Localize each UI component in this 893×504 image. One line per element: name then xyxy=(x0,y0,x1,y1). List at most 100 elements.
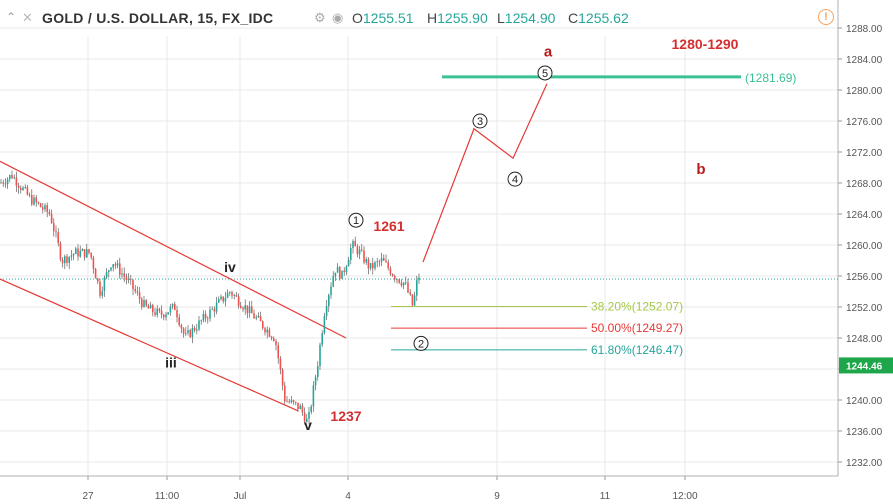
candle-body xyxy=(28,194,31,196)
candle-body xyxy=(48,211,51,215)
compare-icon[interactable]: ✕ xyxy=(22,10,33,25)
candle-body xyxy=(286,401,288,403)
candle-body xyxy=(266,329,268,333)
candle-body xyxy=(134,289,136,292)
candle-body xyxy=(343,270,345,273)
candle-body xyxy=(251,306,253,314)
candle-body xyxy=(350,248,352,260)
candle-body xyxy=(209,309,211,319)
y-tick-label: 1260.00 xyxy=(846,241,883,252)
candle-body xyxy=(97,278,99,282)
candle-body xyxy=(233,295,235,296)
wave-circle-1 xyxy=(348,212,364,228)
candle-body xyxy=(138,292,141,300)
candle-body xyxy=(391,274,394,276)
candle-body xyxy=(103,277,106,292)
candle-body xyxy=(345,266,348,273)
candle-body xyxy=(121,273,123,275)
candle-body xyxy=(341,270,343,279)
candle-body xyxy=(143,300,145,307)
candle-body xyxy=(224,297,227,302)
candle-body xyxy=(222,296,224,302)
candle-body xyxy=(380,258,383,262)
candle-body xyxy=(323,316,326,334)
candle-body xyxy=(200,320,202,322)
candle-body xyxy=(416,280,418,296)
settings-icon[interactable]: ⚙ xyxy=(314,10,326,25)
candle-body xyxy=(257,315,260,318)
y-tick-label: 1236.00 xyxy=(846,427,883,438)
candle-body xyxy=(152,304,154,313)
candle-body xyxy=(145,300,147,306)
candle-body xyxy=(339,267,341,279)
candle-body xyxy=(42,207,44,210)
candle-body xyxy=(202,313,205,321)
candle-body xyxy=(2,182,4,184)
candle-body xyxy=(13,177,15,179)
candle-body xyxy=(347,259,350,267)
candle-body xyxy=(116,263,119,266)
candle-body xyxy=(11,174,13,179)
candle-body xyxy=(37,202,40,204)
wave-major-label-a: a xyxy=(544,43,553,60)
candle-body xyxy=(361,249,363,251)
candle-body xyxy=(297,402,299,410)
candle-body xyxy=(308,411,310,419)
collapse-icon[interactable]: ⌃ xyxy=(6,10,17,24)
channel-lower-line xyxy=(0,278,299,412)
low-value: 1254.90 xyxy=(504,10,556,26)
candle-body xyxy=(33,197,35,205)
candle-body xyxy=(90,252,92,258)
candle-body xyxy=(402,282,405,286)
candle-body xyxy=(310,406,312,412)
y-tick-label: 1268.00 xyxy=(846,179,883,190)
candle-body xyxy=(369,262,372,269)
candle-body xyxy=(314,377,317,386)
candle-body xyxy=(68,256,70,263)
candle-body xyxy=(367,259,370,269)
candle-body xyxy=(218,299,220,303)
candle-body xyxy=(325,306,328,317)
alert-icon[interactable]: ! xyxy=(818,9,834,25)
candle-body xyxy=(35,197,37,203)
wave-label-iii: iii xyxy=(165,354,177,370)
candle-body xyxy=(88,249,90,253)
candle-body xyxy=(358,249,361,255)
candle-body xyxy=(158,308,161,311)
candle-body xyxy=(105,272,108,278)
candle-body xyxy=(281,369,284,386)
candle-body xyxy=(301,405,304,413)
candle-body xyxy=(319,344,321,367)
y-tick-label: 1252.00 xyxy=(846,303,883,314)
x-tick-label: 9 xyxy=(494,491,500,502)
candle-body xyxy=(418,277,420,281)
candle-body xyxy=(242,308,244,310)
candle-body xyxy=(61,259,64,264)
candle-body xyxy=(66,256,68,263)
candle-body xyxy=(332,276,334,287)
candle-body xyxy=(193,327,196,331)
candle-body xyxy=(160,310,163,315)
candle-body xyxy=(383,258,385,261)
projection-path xyxy=(422,83,548,263)
y-tick-label: 1240.00 xyxy=(846,396,883,407)
candle-body xyxy=(178,317,180,326)
candle-body xyxy=(108,270,110,273)
candle-body xyxy=(72,253,75,256)
candle-body xyxy=(213,308,216,312)
candle-body xyxy=(156,308,158,316)
candle-body xyxy=(215,302,218,312)
candle-body xyxy=(259,315,262,322)
candle-body xyxy=(20,187,22,190)
wave-circled-label-5: 5 xyxy=(542,68,548,80)
candle-body xyxy=(132,279,134,290)
candle-body xyxy=(57,232,59,244)
candle-body xyxy=(321,333,323,345)
y-tick-label: 1276.00 xyxy=(846,117,883,128)
hide-icon[interactable]: ◉ xyxy=(332,10,344,25)
high-label: H xyxy=(427,10,438,26)
candle-body xyxy=(75,248,77,254)
candle-body xyxy=(356,246,359,255)
wave-major-label-b: b xyxy=(696,161,705,178)
